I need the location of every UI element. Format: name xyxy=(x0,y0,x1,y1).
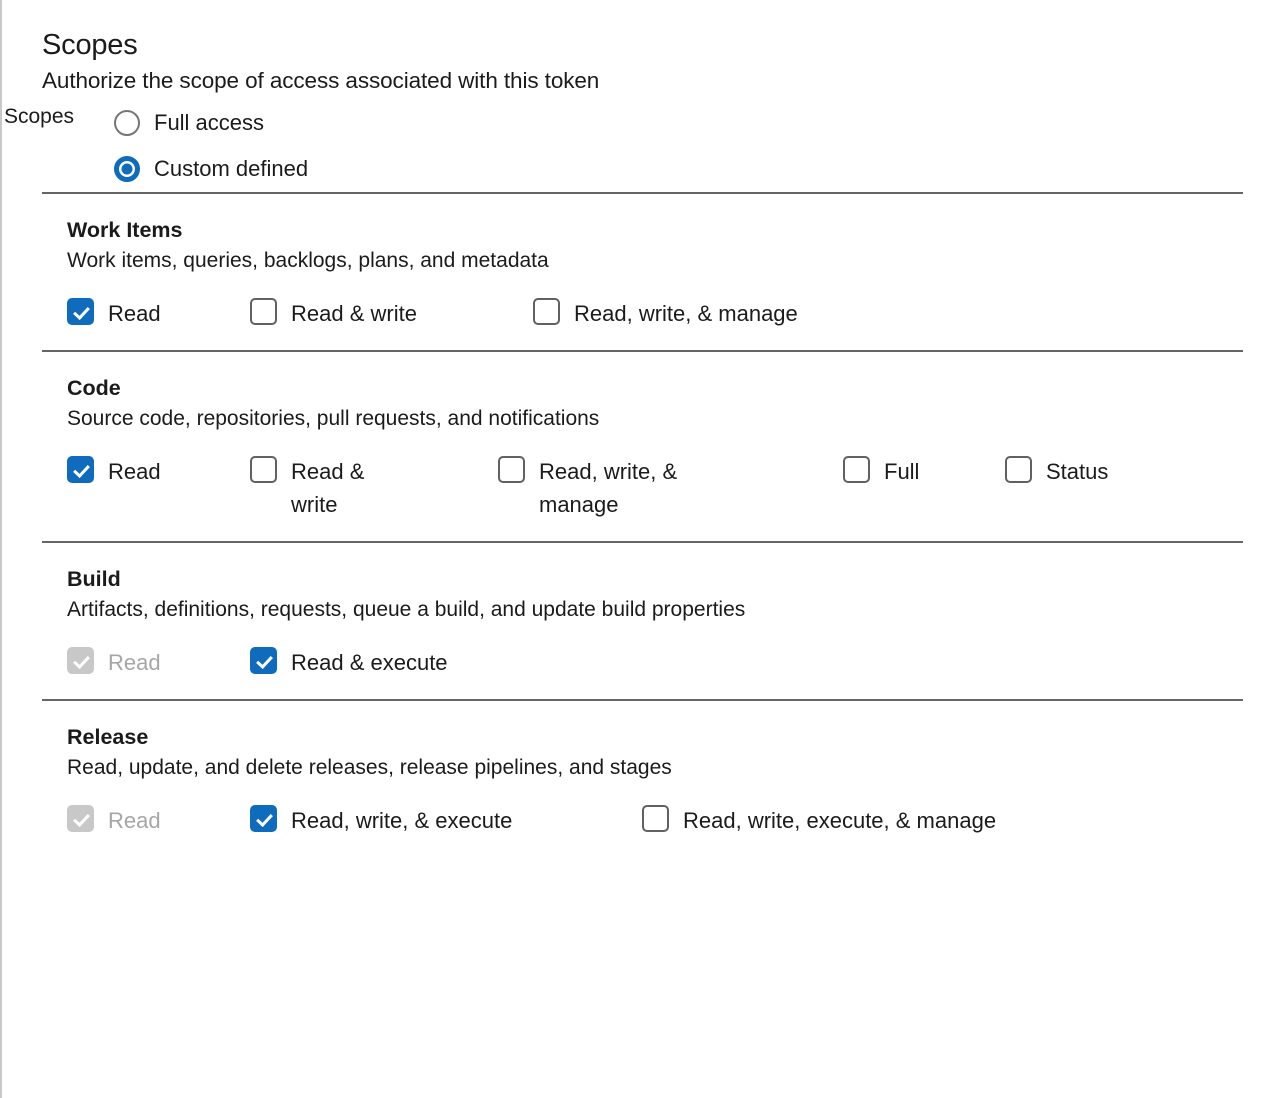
scope-section-work-items: Work Items Work items, queries, backlogs… xyxy=(2,194,1282,350)
checkbox-label: Read, write, & execute xyxy=(291,808,513,833)
checkbox-label: Read xyxy=(108,808,161,833)
section-description: Read, update, and delete releases, relea… xyxy=(67,756,672,779)
section-description: Source code, repositories, pull requests… xyxy=(67,407,600,430)
checkbox-option-read[interactable]: Read xyxy=(67,455,250,488)
checkbox-option-read-execute[interactable]: Read & execute xyxy=(250,646,448,679)
checkbox-option-read-write-execute[interactable]: Read, write, & execute xyxy=(250,804,642,837)
checkbox-unchecked-icon[interactable] xyxy=(533,298,560,325)
checkbox-option-read-write[interactable]: Read & write xyxy=(250,455,498,521)
checkbox-label: Read, write, & manage xyxy=(574,301,798,326)
scope-section-code: Code Source code, repositories, pull req… xyxy=(2,352,1282,541)
checkbox-checked-icon[interactable] xyxy=(67,456,94,483)
checkbox-label: Read, write, execute, & manage xyxy=(683,808,997,833)
scope-section-build: Build Artifacts, definitions, requests, … xyxy=(2,543,1282,699)
section-description: Artifacts, definitions, requests, queue … xyxy=(67,598,746,621)
checkbox-label: Read, write, & manage xyxy=(539,459,678,517)
scope-section-release: Release Read, update, and delete release… xyxy=(2,701,1282,857)
checkbox-unchecked-icon[interactable] xyxy=(498,456,525,483)
scopes-radio-group: Scopes Full access Custom defined xyxy=(2,100,1282,192)
checkbox-checked-disabled-icon xyxy=(67,647,94,674)
checkbox-label: Full xyxy=(884,459,920,484)
checkbox-label: Read xyxy=(108,650,161,675)
checkbox-unchecked-icon[interactable] xyxy=(1005,456,1032,483)
scopes-radio-label: Scopes xyxy=(4,105,75,128)
section-divider xyxy=(42,192,1243,194)
checkbox-label: Read & write xyxy=(291,301,417,326)
radio-option-label: Full access xyxy=(154,110,265,135)
checkbox-option-read-write-manage[interactable]: Read, write, & manage xyxy=(498,455,843,521)
section-title: Build xyxy=(67,567,121,591)
checkbox-unchecked-icon[interactable] xyxy=(642,805,669,832)
radio-option-custom-defined[interactable]: Custom defined xyxy=(4,146,1282,192)
checkbox-checked-icon[interactable] xyxy=(250,805,277,832)
checkbox-checked-disabled-icon xyxy=(67,805,94,832)
section-title: Release xyxy=(67,725,149,749)
checkbox-label: Status xyxy=(1046,459,1109,484)
checkbox-option-read: Read xyxy=(67,646,250,679)
checkbox-label: Read & write xyxy=(291,459,365,517)
section-divider xyxy=(42,350,1243,352)
checkbox-option-read: Read xyxy=(67,804,250,837)
radio-unselected-icon[interactable] xyxy=(114,110,140,136)
checkbox-unchecked-icon[interactable] xyxy=(250,456,277,483)
section-title: Code xyxy=(67,376,121,400)
checkbox-label: Read xyxy=(108,459,161,484)
section-options: Read Read, write, & execute Read, write,… xyxy=(67,804,1282,837)
section-description: Work items, queries, backlogs, plans, an… xyxy=(67,249,549,272)
page-subtitle: Authorize the scope of access associated… xyxy=(42,68,600,93)
section-title: Work Items xyxy=(67,218,183,242)
checkbox-option-read-write-manage[interactable]: Read, write, & manage xyxy=(533,297,798,330)
checkbox-option-read[interactable]: Read xyxy=(67,297,250,330)
section-options: Read Read & write Read, write, & manage … xyxy=(67,455,1282,521)
radio-option-full-access[interactable]: Full access xyxy=(4,100,1282,146)
checkbox-checked-icon[interactable] xyxy=(250,647,277,674)
checkbox-label: Read xyxy=(108,301,161,326)
section-options: Read Read & execute xyxy=(67,646,1282,679)
page-title: Scopes xyxy=(42,29,138,61)
radio-selected-icon[interactable] xyxy=(114,156,140,182)
checkbox-label: Read & execute xyxy=(291,650,448,675)
scopes-header: Scopes Authorize the scope of access ass… xyxy=(2,0,1282,96)
section-divider xyxy=(42,541,1243,543)
section-options: Read Read & write Read, write, & manage xyxy=(67,297,1282,330)
checkbox-unchecked-icon[interactable] xyxy=(843,456,870,483)
checkbox-option-read-write[interactable]: Read & write xyxy=(250,297,533,330)
section-divider xyxy=(42,699,1243,701)
checkbox-checked-icon[interactable] xyxy=(67,298,94,325)
checkbox-option-full[interactable]: Full xyxy=(843,455,1005,488)
radio-option-label: Custom defined xyxy=(154,156,309,181)
checkbox-option-read-write-execute-manage[interactable]: Read, write, execute, & manage xyxy=(642,804,996,837)
checkbox-unchecked-icon[interactable] xyxy=(250,298,277,325)
checkbox-option-status[interactable]: Status xyxy=(1005,455,1108,488)
